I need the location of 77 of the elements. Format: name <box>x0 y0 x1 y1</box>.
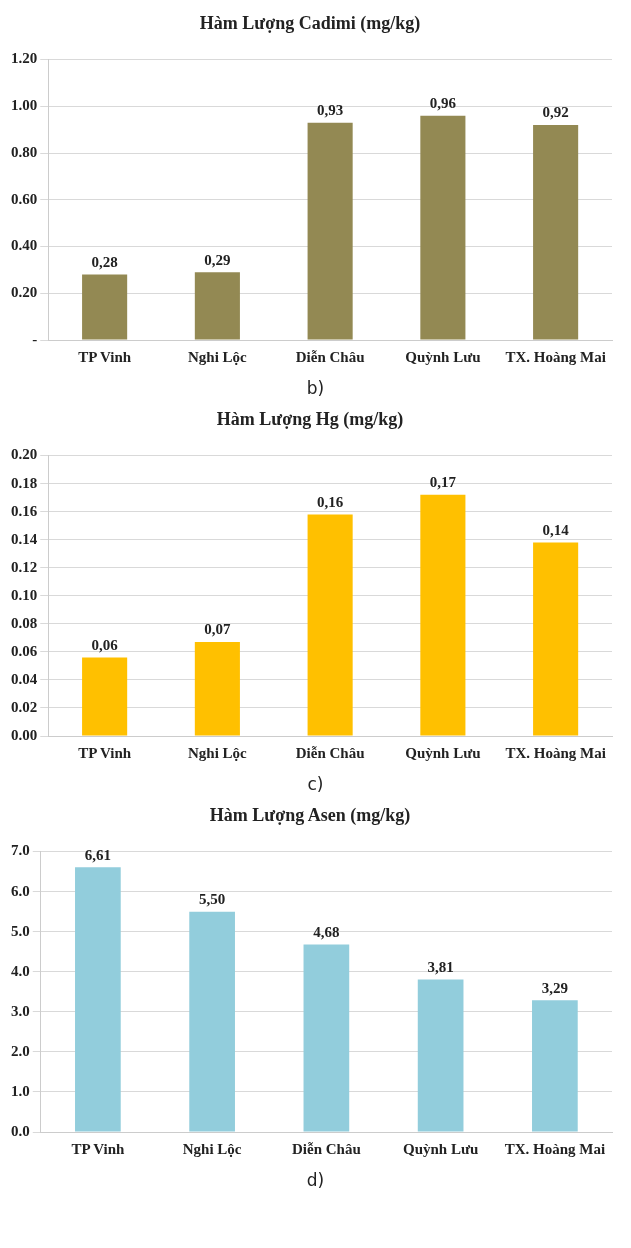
y-tick-label: 3.0 <box>11 1002 30 1019</box>
x-tick-label: Nghi Lộc <box>187 348 248 365</box>
y-tick-label: 7.0 <box>11 842 30 859</box>
data-label: 0,07 <box>204 621 231 638</box>
x-tick-label: TX. Hoàng Mai <box>505 348 606 365</box>
y-tick-label: 0.0 <box>11 1122 30 1139</box>
bar <box>532 1000 578 1132</box>
y-tick-label: 0.20 <box>11 284 38 301</box>
data-label: 6,61 <box>84 846 111 863</box>
data-label: 0,96 <box>429 95 457 112</box>
x-tick-label: Nghi Lộc <box>187 744 248 761</box>
x-tick-label: Nghi Lộc <box>182 1140 242 1157</box>
y-tick-label: 0.12 <box>11 558 38 575</box>
bar <box>307 514 353 736</box>
bar <box>194 642 240 736</box>
y-tick-label: 0.16 <box>11 502 38 519</box>
y-tick-label: 0.04 <box>11 670 38 687</box>
y-tick-label: 0.06 <box>11 642 38 659</box>
y-tick-label: 0.10 <box>11 586 38 603</box>
y-tick-label: 0.08 <box>11 614 38 631</box>
y-tick-label: 5.0 <box>11 922 30 939</box>
data-label: 0,06 <box>91 636 119 653</box>
bar <box>533 125 579 340</box>
x-tick-label: Quỳnh Lưu <box>402 1140 479 1157</box>
data-label: 5,50 <box>199 891 226 908</box>
bar <box>75 867 121 1132</box>
y-tick-label: 1.20 <box>11 50 38 67</box>
x-tick-label: Diễn Châu <box>295 348 365 365</box>
chart-title: Hàm Lượng Hg (mg/kg) <box>216 409 404 431</box>
chart-title: Hàm Lượng Asen (mg/kg) <box>209 805 411 827</box>
y-tick-label: 0.60 <box>11 190 38 207</box>
data-label: 0,28 <box>91 253 118 270</box>
data-label: 0,93 <box>317 102 344 119</box>
x-tick-label: Diễn Châu <box>291 1140 361 1157</box>
x-tick-label: TP Vinh <box>71 1140 125 1157</box>
text: c) <box>306 774 325 794</box>
y-tick-label: 1.00 <box>11 97 38 114</box>
y-tick-label: 0.18 <box>11 474 38 491</box>
x-tick-label: Quỳnh Lưu <box>405 744 481 761</box>
y-tick-label: 0.14 <box>11 530 38 547</box>
data-label: 0,29 <box>204 251 231 268</box>
y-tick-label: 1.0 <box>11 1082 30 1099</box>
chart-title: Hàm Lượng Cadimi (mg/kg) <box>199 13 421 35</box>
y-tick-label: 0.02 <box>11 698 38 715</box>
x-tick-label: TX. Hoàng Mai <box>505 744 606 761</box>
data-label: 0,14 <box>542 521 570 538</box>
y-tick-label: 6.0 <box>11 882 30 899</box>
bar <box>194 272 240 340</box>
data-label: 3,29 <box>541 979 568 996</box>
bar <box>303 944 350 1132</box>
data-label: 0,17 <box>429 474 457 491</box>
bar <box>82 657 128 736</box>
x-tick-label: TP Vinh <box>78 348 132 365</box>
data-label: 0,16 <box>317 493 344 510</box>
y-tick-label: 0.20 <box>11 446 38 463</box>
data-label: 3,81 <box>427 958 454 975</box>
x-tick-label: TP Vinh <box>78 744 132 761</box>
y-tick-label: 4.0 <box>11 962 30 979</box>
y-tick-label: 2.0 <box>11 1042 30 1059</box>
x-tick-label: Diễn Châu <box>295 744 365 761</box>
bar <box>417 979 464 1132</box>
bar <box>82 274 128 340</box>
bar <box>420 115 466 340</box>
y-tick-label: 0.00 <box>11 726 38 743</box>
bar <box>189 911 235 1132</box>
x-tick-label: TX. Hoàng Mai <box>504 1140 606 1157</box>
bar <box>533 542 579 736</box>
text: d) <box>305 1170 326 1190</box>
y-tick-label: - <box>32 330 38 347</box>
bar <box>307 122 353 340</box>
y-tick-label: 0.80 <box>11 143 38 160</box>
x-tick-label: Quỳnh Lưu <box>405 348 481 365</box>
text: b) <box>305 378 326 398</box>
data-label: 4,68 <box>313 923 340 940</box>
data-label: 0,92 <box>542 104 569 121</box>
y-tick-label: 0.40 <box>11 237 38 254</box>
bar <box>420 494 466 736</box>
